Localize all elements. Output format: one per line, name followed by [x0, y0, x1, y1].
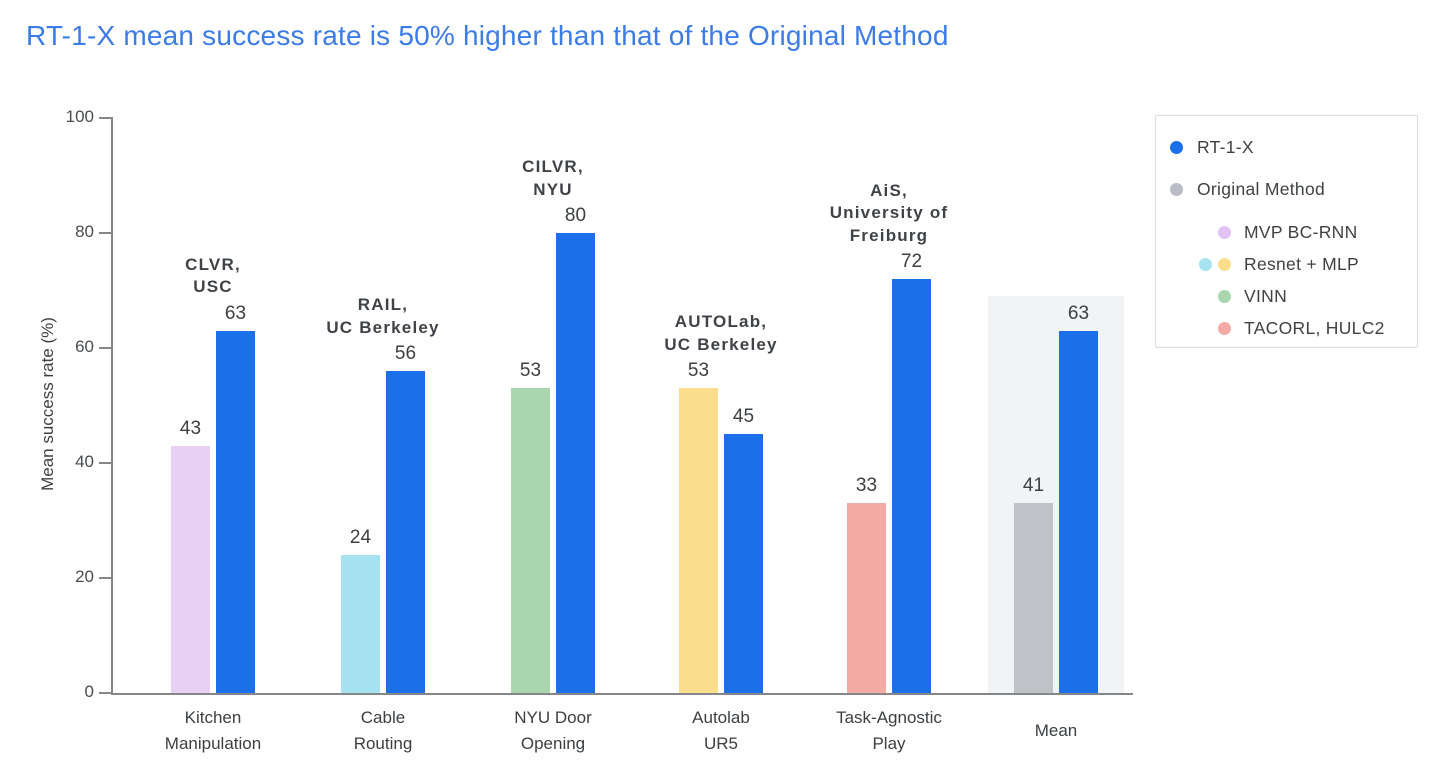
legend-dot-original-method — [1170, 182, 1183, 196]
legend-item-rt-1-x: RT-1-X — [1156, 132, 1417, 162]
y-tick-mark — [99, 347, 113, 349]
y-tick-mark — [99, 232, 113, 234]
legend: RT-1-X Original Method MVP BC-RNN Resnet + … — [1155, 115, 1418, 348]
lab-annotation-line: University of — [829, 203, 949, 223]
y-tick-mark — [99, 692, 113, 694]
lab-annotation-autolab-ur5: AUTOLab, UC Berkeley — [611, 311, 831, 356]
y-tick-mark — [99, 462, 113, 464]
lab-annotation-line: UC Berkeley — [664, 334, 778, 354]
lab-annotation-cable-routing: RAIL, UC Berkeley — [273, 294, 493, 339]
y-tick-label: 40 — [75, 452, 94, 471]
y-tick-label: 60 — [75, 337, 94, 356]
rt-1-x-bar-kitchen-manipulation — [216, 330, 255, 693]
x-axis-label-line: UR5 — [703, 734, 738, 753]
lab-annotation-line: RAIL, — [357, 295, 409, 315]
legend-label-original-method: Original Method — [1197, 178, 1326, 199]
legend-item-resnet-mlp: Resnet + MLP — [1156, 248, 1417, 280]
lab-annotation-line: UC Berkeley — [326, 317, 440, 337]
x-axis-label-line: Routing — [353, 734, 413, 753]
rt-1-x-bar-nyu-door-opening — [556, 233, 595, 693]
lab-annotation-line: NYU — [533, 179, 573, 199]
legend-label-rt-1-x: RT-1-X — [1197, 136, 1254, 157]
x-axis-label-mean: Mean — [966, 703, 1146, 759]
rt-1-x-value-nyu-door-opening: 80 — [564, 205, 587, 226]
original-method-value-autolab-ur5: 53 — [687, 360, 710, 382]
y-tick-label: 20 — [75, 567, 94, 586]
lab-annotation-kitchen-manipulation: CLVR, USC — [103, 254, 323, 299]
original-method-bar-cable-routing — [341, 555, 380, 693]
y-tick-mark — [99, 577, 113, 579]
original-method-value-kitchen-manipulation: 43 — [179, 417, 202, 439]
rt-1-x-value-kitchen-manipulation: 63 — [224, 302, 247, 324]
legend-label-vinn: VINN — [1244, 285, 1288, 306]
original-method-value-cable-routing: 24 — [349, 527, 372, 548]
mean-highlight-band — [988, 296, 1124, 693]
x-axis-label-line: Cable — [360, 707, 406, 727]
rt-1-x-bar-task-agnostic-play — [892, 279, 931, 693]
rt-1-x-value-mean: 63 — [1067, 302, 1090, 324]
original-method-bar-kitchen-manipulation — [171, 445, 210, 693]
x-axis-label-task-agnostic-play: Task-Agnostic Play — [799, 703, 979, 759]
y-axis-title: Mean success rate (%) — [38, 317, 57, 491]
original-method-value-nyu-door-opening: 53 — [519, 360, 542, 382]
legend-dot-resnet-mlp — [1218, 257, 1231, 271]
x-axis-label-line: Mean — [1034, 720, 1078, 740]
rt-1-x-value-autolab-ur5: 45 — [732, 406, 755, 428]
original-method-value-task-agnostic-play: 33 — [855, 475, 878, 497]
y-tick-label: 100 — [65, 107, 94, 126]
x-axis-label-cable-routing: Cable Routing — [293, 703, 473, 759]
legend-label-tacorl-hulc2: TACORL, HULC2 — [1244, 317, 1385, 338]
lab-annotation-line: AUTOLab, — [674, 312, 768, 332]
original-method-bar-mean — [1014, 503, 1053, 693]
original-method-bar-task-agnostic-play — [847, 503, 886, 693]
legend-dot-spacer — [1199, 322, 1212, 335]
lab-annotation-line: AiS, — [870, 180, 908, 200]
original-method-value-mean: 41 — [1022, 475, 1045, 497]
lab-annotation-line: Freiburg — [849, 225, 929, 245]
legend-dot-mvp-bc-rnn — [1218, 225, 1231, 239]
x-axis-label-line: Autolab — [692, 707, 750, 727]
rt-1-x-bar-autolab-ur5 — [724, 434, 763, 693]
legend-dot-resnet-mlp — [1199, 257, 1212, 271]
legend-item-mvp-bc-rnn: MVP BC-RNN — [1156, 216, 1417, 248]
x-axis-label-nyu-door-opening: NYU Door Opening — [463, 703, 643, 759]
y-axis-line — [111, 118, 113, 693]
rt-1-x-bar-mean — [1059, 330, 1098, 693]
x-axis-label-line: Manipulation — [164, 734, 262, 753]
x-axis-label-line: Task-Agnostic — [836, 707, 942, 727]
lab-annotation-task-agnostic-play: AiS, University of Freiburg — [779, 180, 999, 247]
x-axis-label-line: Play — [872, 734, 906, 753]
original-method-bar-nyu-door-opening — [511, 388, 550, 693]
y-tick-mark — [99, 117, 113, 119]
lab-annotation-line: CILVR, — [522, 157, 584, 177]
legend-dot-vinn — [1218, 289, 1231, 303]
legend-item-original-method: Original Method — [1156, 174, 1417, 204]
lab-annotation-line: USC — [193, 277, 233, 297]
rt-1-x-bar-cable-routing — [386, 371, 425, 693]
x-axis-label-line: Opening — [520, 734, 586, 753]
rt-1-x-value-cable-routing: 56 — [394, 343, 417, 364]
legend-dot-tacorl-hulc2 — [1218, 321, 1231, 335]
page-title: RT-1-X mean success rate is 50% higher t… — [26, 20, 949, 51]
x-axis-label-line: Kitchen — [184, 707, 242, 727]
original-method-bar-autolab-ur5 — [679, 388, 718, 693]
y-tick-label: 0 — [84, 682, 94, 701]
x-axis-label-line: NYU Door — [514, 707, 592, 727]
legend-item-tacorl-hulc2: TACORL, HULC2 — [1156, 312, 1417, 344]
lab-annotation-nyu-door-opening: CILVR, NYU — [443, 156, 663, 201]
y-tick-label: 80 — [75, 222, 94, 241]
legend-dot-spacer — [1199, 226, 1212, 239]
legend-dot-spacer — [1199, 290, 1212, 303]
x-axis-label-autolab-ur5: Autolab UR5 — [631, 703, 811, 759]
legend-label-resnet-mlp: Resnet + MLP — [1244, 253, 1359, 274]
rt-1-x-value-task-agnostic-play: 72 — [900, 251, 923, 272]
legend-item-vinn: VINN — [1156, 280, 1417, 312]
legend-label-mvp-bc-rnn: MVP BC-RNN — [1244, 221, 1358, 242]
x-axis-label-kitchen-manipulation: Kitchen Manipulation — [123, 703, 303, 759]
legend-dot-rt-1-x — [1170, 140, 1183, 154]
x-axis-line — [111, 693, 1133, 695]
lab-annotation-line: CLVR, — [185, 254, 241, 274]
